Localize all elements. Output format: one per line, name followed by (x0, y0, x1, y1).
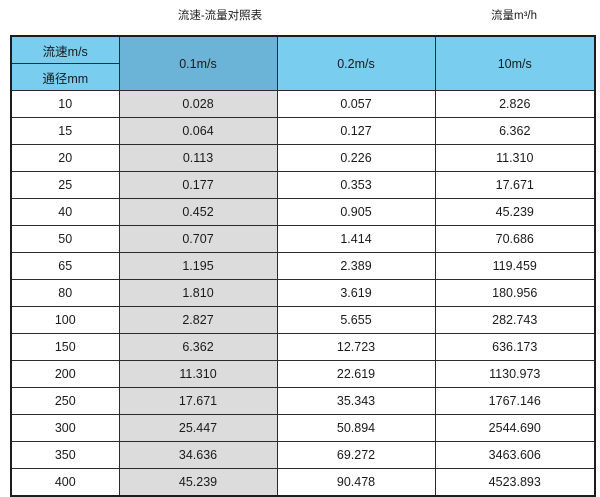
cell-flow-2: 1767.146 (434, 387, 596, 415)
cell-flow-1: 0.905 (276, 198, 436, 226)
cell-diameter: 100 (10, 306, 120, 334)
cell-flow-1: 2.389 (276, 252, 436, 280)
cell-flow-2: 282.743 (434, 306, 596, 334)
cell-flow-0: 0.452 (118, 198, 278, 226)
cell-flow-2: 6.362 (434, 117, 596, 145)
cell-flow-2: 636.173 (434, 333, 596, 361)
column-header-0: 0.1m/s (118, 35, 278, 91)
cell-diameter: 15 (10, 117, 120, 145)
corner-header-diameter: 通径mm (10, 63, 120, 91)
cell-flow-1: 22.619 (276, 360, 436, 388)
table-row: 100 2.827 5.655 282.743 (10, 306, 596, 334)
header-row-top: 流速m/s 0.1m/s 0.2m/s 10m/s (10, 35, 596, 91)
cell-diameter: 200 (10, 360, 120, 388)
cell-diameter: 65 (10, 252, 120, 280)
cell-flow-2: 180.956 (434, 279, 596, 307)
table-row: 350 34.636 69.272 3463.606 (10, 441, 596, 469)
cell-diameter: 300 (10, 414, 120, 442)
cell-flow-2: 45.239 (434, 198, 596, 226)
table-row: 150 6.362 12.723 636.173 (10, 333, 596, 361)
cell-diameter: 350 (10, 441, 120, 469)
cell-flow-0: 0.064 (118, 117, 278, 145)
table-row: 10 0.028 0.057 2.826 (10, 90, 596, 118)
table-row: 400 45.239 90.478 4523.893 (10, 468, 596, 497)
cell-flow-1: 69.272 (276, 441, 436, 469)
table-header: 流速m/s 0.1m/s 0.2m/s 10m/s 通径mm (10, 35, 596, 91)
cell-flow-0: 1.810 (118, 279, 278, 307)
cell-flow-1: 35.343 (276, 387, 436, 415)
cell-diameter: 10 (10, 90, 120, 118)
cell-flow-0: 25.447 (118, 414, 278, 442)
table-title: 流速-流量对照表 (177, 10, 263, 22)
table-row: 200 11.310 22.619 1130.973 (10, 360, 596, 388)
cell-flow-1: 12.723 (276, 333, 436, 361)
cell-flow-0: 17.671 (118, 387, 278, 415)
flow-unit-label: 流量m³/h (491, 10, 537, 22)
cell-diameter: 250 (10, 387, 120, 415)
table-row: 20 0.113 0.226 11.310 (10, 144, 596, 172)
cell-diameter: 20 (10, 144, 120, 172)
cell-flow-2: 70.686 (434, 225, 596, 253)
cell-flow-1: 0.127 (276, 117, 436, 145)
cell-flow-0: 6.362 (118, 333, 278, 361)
cell-flow-0: 11.310 (118, 360, 278, 388)
cell-flow-2: 17.671 (434, 171, 596, 199)
cell-flow-0: 1.195 (118, 252, 278, 280)
table-row: 50 0.707 1.414 70.686 (10, 225, 596, 253)
cell-diameter: 25 (10, 171, 120, 199)
cell-flow-2: 3463.606 (434, 441, 596, 469)
cell-diameter: 150 (10, 333, 120, 361)
cell-flow-0: 0.028 (118, 90, 278, 118)
cell-flow-0: 0.707 (118, 225, 278, 253)
caption-row: 流速-流量对照表 流量m³/h (0, 6, 600, 28)
flow-velocity-table-wrapper: 流速m/s 0.1m/s 0.2m/s 10m/s 通径mm 10 0.028 0.… (10, 35, 596, 497)
cell-flow-1: 0.057 (276, 90, 436, 118)
cell-flow-0: 34.636 (118, 441, 278, 469)
cell-flow-0: 2.827 (118, 306, 278, 334)
cell-diameter: 50 (10, 225, 120, 253)
column-header-2: 10m/s (434, 35, 596, 91)
table-row: 25 0.177 0.353 17.671 (10, 171, 596, 199)
table-row: 80 1.810 3.619 180.956 (10, 279, 596, 307)
cell-flow-1: 3.619 (276, 279, 436, 307)
page-root: 流速-流量对照表 流量m³/h 流速m/s 0.1m/s 0.2m/s 10m/… (0, 6, 600, 497)
cell-flow-2: 11.310 (434, 144, 596, 172)
cell-flow-2: 4523.893 (434, 468, 596, 497)
cell-flow-0: 0.177 (118, 171, 278, 199)
cell-flow-1: 0.226 (276, 144, 436, 172)
cell-flow-1: 5.655 (276, 306, 436, 334)
cell-flow-1: 1.414 (276, 225, 436, 253)
cell-flow-0: 0.113 (118, 144, 278, 172)
table-row: 65 1.195 2.389 119.459 (10, 252, 596, 280)
flow-velocity-table: 流速m/s 0.1m/s 0.2m/s 10m/s 通径mm 10 0.028 0.… (10, 35, 596, 497)
column-header-1: 0.2m/s (276, 35, 436, 91)
cell-flow-1: 90.478 (276, 468, 436, 497)
cell-flow-2: 2544.690 (434, 414, 596, 442)
cell-flow-2: 1130.973 (434, 360, 596, 388)
cell-flow-2: 2.826 (434, 90, 596, 118)
table-row: 300 25.447 50.894 2544.690 (10, 414, 596, 442)
cell-diameter: 40 (10, 198, 120, 226)
cell-diameter: 400 (10, 468, 120, 497)
cell-flow-1: 50.894 (276, 414, 436, 442)
table-body: 10 0.028 0.057 2.826 15 0.064 0.127 6.362 20 0.11… (10, 90, 596, 497)
table-row: 250 17.671 35.343 1767.146 (10, 387, 596, 415)
table-row: 15 0.064 0.127 6.362 (10, 117, 596, 145)
table-row: 40 0.452 0.905 45.239 (10, 198, 596, 226)
cell-flow-1: 0.353 (276, 171, 436, 199)
cell-flow-0: 45.239 (118, 468, 278, 497)
cell-diameter: 80 (10, 279, 120, 307)
cell-flow-2: 119.459 (434, 252, 596, 280)
corner-header-velocity: 流速m/s (10, 35, 120, 64)
